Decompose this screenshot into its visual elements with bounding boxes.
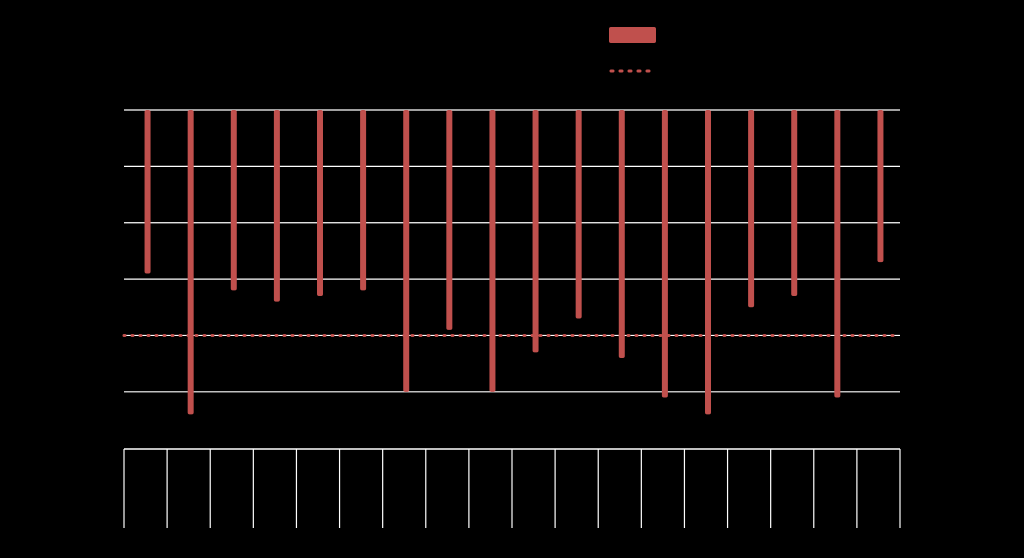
bar — [705, 110, 711, 415]
bar — [273, 110, 280, 302]
bar — [748, 110, 755, 308]
bar — [187, 110, 194, 415]
bar — [403, 110, 410, 392]
bar — [230, 110, 237, 291]
bar — [791, 110, 798, 296]
bar — [489, 110, 496, 392]
bar — [446, 110, 453, 330]
bar — [661, 110, 668, 398]
bar — [618, 110, 625, 358]
bar — [317, 110, 323, 296]
bar — [575, 110, 582, 319]
bar — [144, 110, 151, 274]
bar — [532, 110, 539, 353]
bar — [877, 110, 884, 263]
legend-swatch-bar — [609, 27, 656, 43]
bar — [834, 110, 841, 398]
bar — [360, 110, 367, 291]
